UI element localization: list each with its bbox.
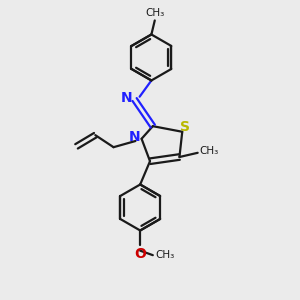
- Text: CH₃: CH₃: [145, 8, 164, 18]
- Text: CH₃: CH₃: [199, 146, 218, 156]
- Text: CH₃: CH₃: [155, 250, 174, 260]
- Text: N: N: [129, 130, 140, 144]
- Text: N: N: [121, 91, 133, 105]
- Text: S: S: [180, 120, 190, 134]
- Text: O: O: [134, 247, 146, 261]
